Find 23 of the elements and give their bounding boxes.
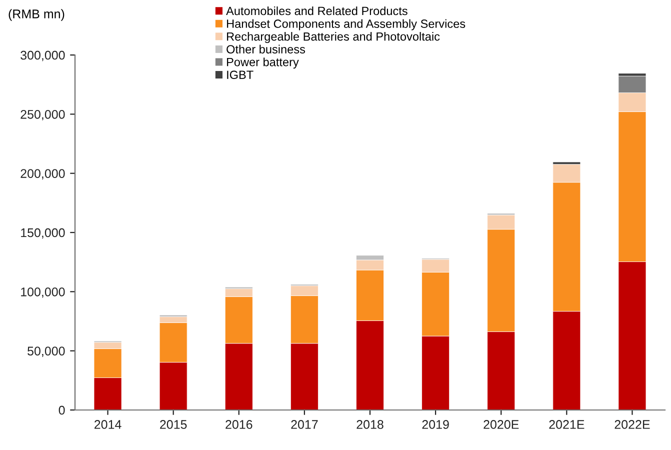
x-tick-label: 2015 [160,420,187,429]
x-tick-label: 2017 [291,420,318,429]
legend-label: Handset Components and Assembly Services [227,19,466,30]
legend-label: Rechargeable Batteries and Photovoltaic [227,32,440,44]
legend-label: Automobiles and Related Products [226,6,408,16]
x-tick-label: 2022E [614,420,650,429]
y-tick-label: 250,000 [20,110,65,120]
y-tick-label: 50,000 [28,346,65,357]
x-tick-label: 2019 [422,420,449,429]
x-tick-label: 2018 [356,420,384,429]
x-tick-label: 2016 [226,420,252,429]
y-tick-label: 300,000 [20,50,65,62]
y-tick-label: 100,000 [21,287,65,298]
y-tick-label: 200,000 [20,169,65,180]
legend-label: Other business [226,44,306,54]
y-tick-label: 0 [58,406,65,415]
x-tick-label: 2014 [94,420,122,429]
y-tick-label: 150,000 [21,228,65,239]
legend-label: IGBT [227,70,254,80]
legend-label: Power battery [227,58,299,69]
x-tick-label: 2020E [484,420,519,429]
y-axis-title: (RMB mn) [8,9,64,21]
x-tick-label: 2021E [549,420,584,429]
